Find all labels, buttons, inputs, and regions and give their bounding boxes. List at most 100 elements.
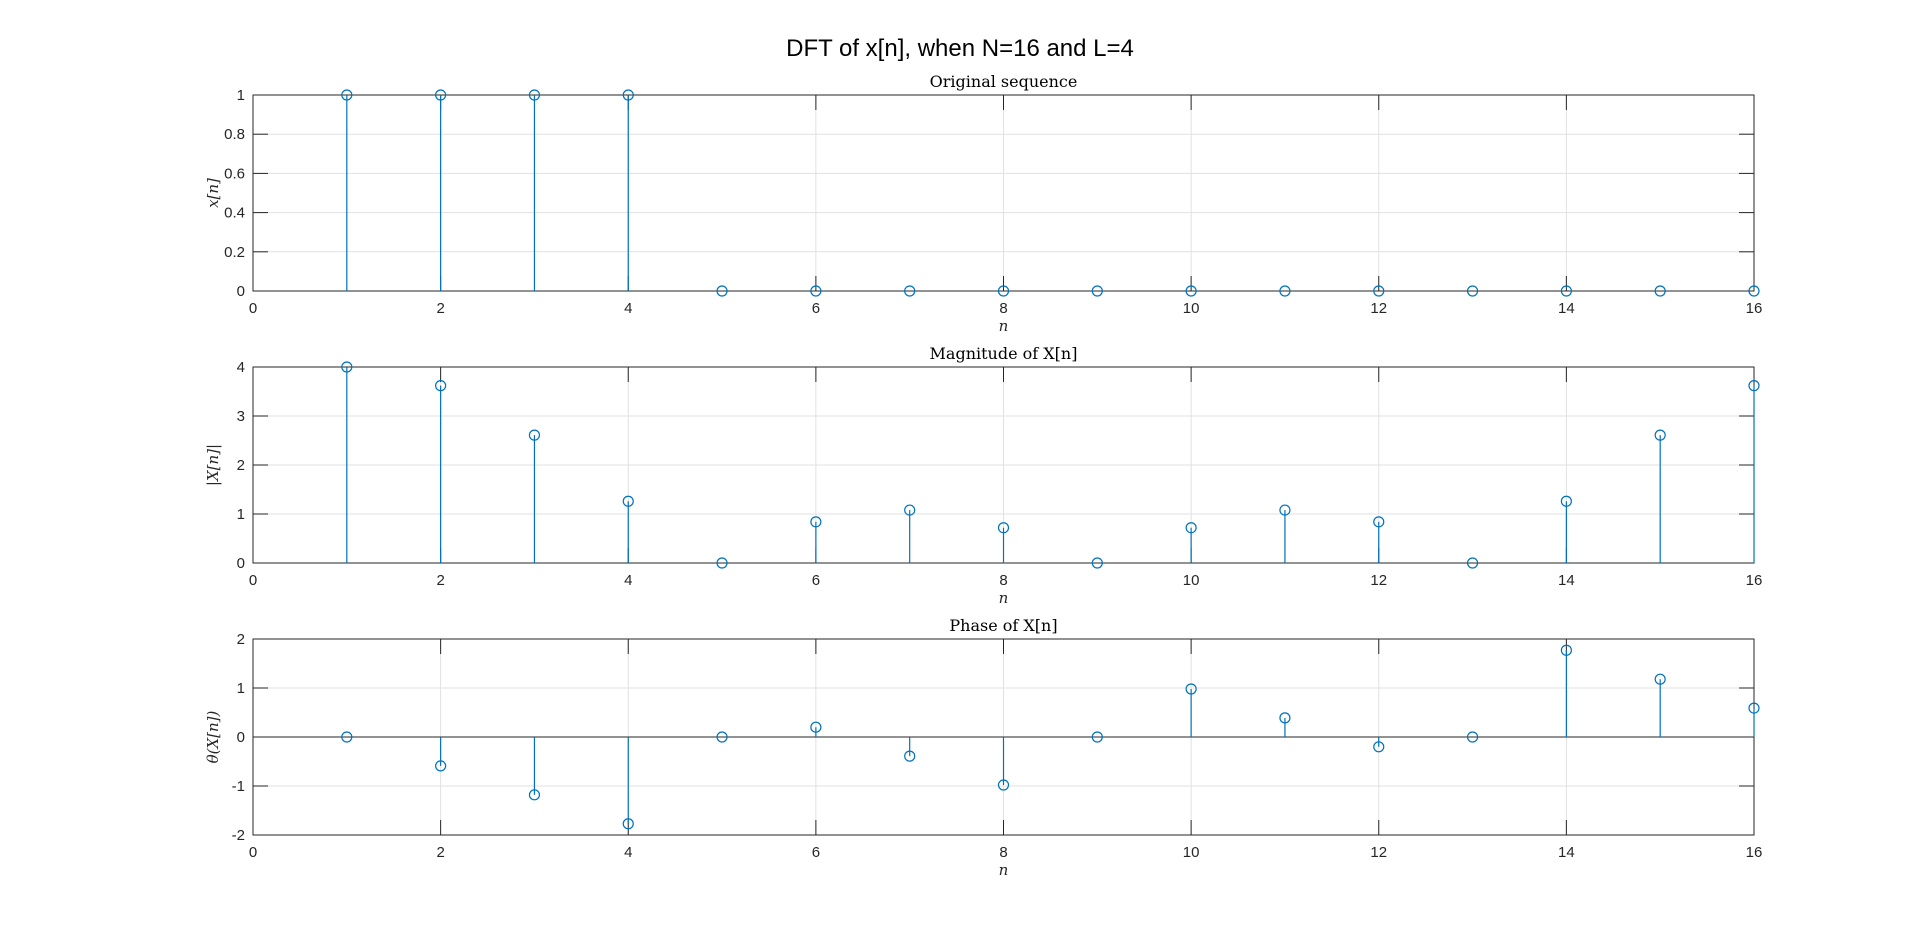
original-stem-marker — [997, 285, 1010, 297]
magnitude-y-tick-label: 1 — [237, 506, 245, 523]
phase-stem-marker — [810, 721, 822, 733]
phase-stem-marker — [622, 818, 634, 830]
original-stem-marker — [810, 285, 822, 297]
magnitude-y-axis-label: |X[n]| — [204, 444, 222, 486]
original-stem-marker — [435, 89, 447, 101]
original-x-axis-label: n — [999, 317, 1009, 335]
magnitude-x-tick-label: 6 — [812, 572, 820, 589]
original-x-tick-label: 10 — [1183, 300, 1200, 317]
magnitude-stem-marker — [622, 495, 634, 507]
magnitude-x-tick-label: 2 — [436, 572, 444, 589]
phase-stem-marker — [1560, 644, 1572, 656]
original-stem-marker — [1654, 285, 1666, 297]
phase-x-tick-label: 6 — [812, 844, 820, 861]
magnitude-y-tick-label: 2 — [237, 457, 245, 474]
magnitude-stem-marker — [997, 522, 1010, 534]
phase-y-tick-label: 1 — [237, 680, 245, 697]
magnitude-x-tick-label: 14 — [1558, 572, 1575, 589]
original-stem-marker — [716, 285, 728, 297]
phase-x-tick-label: 14 — [1558, 844, 1575, 861]
phase-x-tick-label: 8 — [999, 844, 1007, 861]
original-y-axis-label: x[n] — [204, 178, 222, 208]
magnitude-stem-marker — [1373, 516, 1385, 528]
phase-x-tick-label: 16 — [1746, 844, 1763, 861]
magnitude-y-tick-label: 3 — [237, 408, 245, 425]
phase-stem-marker — [904, 750, 916, 762]
magnitude-stem-marker — [435, 380, 447, 392]
phase-x-tick-label: 2 — [436, 844, 444, 861]
phase-stem-marker — [1654, 673, 1666, 685]
original-stem-marker — [904, 285, 916, 297]
phase-x-tick-label: 4 — [624, 844, 632, 861]
magnitude-stem-marker — [1560, 495, 1572, 507]
magnitude-y-tick-label: 0 — [237, 555, 245, 572]
original-y-tick-label: 0.6 — [224, 165, 245, 182]
phase-x-axis-label: n — [999, 861, 1009, 879]
original-x-tick-label: 14 — [1558, 300, 1575, 317]
original-stem-marker — [528, 89, 541, 101]
phase-stem-marker — [341, 731, 353, 743]
original-x-tick-label: 12 — [1370, 300, 1387, 317]
phase-stem-marker — [716, 731, 728, 743]
magnitude-stem-marker — [1279, 504, 1291, 516]
original-y-tick-label: 0.2 — [224, 244, 245, 261]
original-y-tick-label: 1 — [237, 87, 245, 104]
magnitude-x-tick-label: 0 — [249, 572, 257, 589]
magnitude-stem-marker — [904, 504, 916, 516]
magnitude-x-tick-label: 10 — [1183, 572, 1200, 589]
magnitude-x-tick-label: 4 — [624, 572, 632, 589]
magnitude-stem-marker — [1185, 522, 1197, 534]
original-stem-marker — [622, 89, 634, 101]
magnitude-x-tick-label: 16 — [1746, 572, 1763, 589]
phase-stem-marker — [997, 779, 1010, 791]
phase-y-axis-label: θ(X[n]) — [204, 710, 222, 763]
original-stem-marker — [1373, 285, 1385, 297]
magnitude-stem-marker — [1654, 429, 1666, 441]
phase-stem-marker — [528, 789, 541, 801]
phase-stem-marker — [1373, 741, 1385, 753]
phase-x-tick-label: 0 — [249, 844, 257, 861]
original-stem-marker — [341, 89, 353, 101]
magnitude-stem-marker — [528, 429, 541, 441]
magnitude-plot-title: Magnitude of X[n] — [930, 344, 1078, 363]
phase-y-tick-label: 2 — [237, 631, 245, 648]
phase-stem-marker — [1091, 731, 1103, 743]
original-x-tick-label: 2 — [436, 300, 444, 317]
original-x-tick-label: 6 — [812, 300, 820, 317]
original-sequence-plot: 0 2 4 6 8 10 12 14 16 0 0.2 0.4 0.6 0.8 1 Original sequ… — [204, 72, 1762, 335]
phase-stem-marker — [435, 760, 447, 772]
phase-stem-marker — [1466, 731, 1479, 743]
phase-stem-marker — [1748, 702, 1760, 714]
original-stem-marker — [1560, 285, 1572, 297]
magnitude-stem-marker — [810, 516, 822, 528]
magnitude-stem-marker — [1466, 557, 1479, 569]
original-stem-marker — [1185, 285, 1197, 297]
magnitude-y-tick-label: 4 — [237, 359, 245, 376]
original-stem-marker — [1466, 285, 1479, 297]
original-x-tick-label: 8 — [999, 300, 1007, 317]
magnitude-x-axis-label: n — [999, 589, 1009, 607]
original-plot-title: Original sequence — [930, 72, 1078, 91]
original-x-tick-label: 0 — [249, 300, 257, 317]
magnitude-x-tick-label: 8 — [999, 572, 1007, 589]
magnitude-x-tick-label: 12 — [1370, 572, 1387, 589]
phase-stem-marker — [1185, 683, 1197, 695]
phase-y-tick-label: -2 — [232, 827, 245, 844]
original-stem-marker — [1748, 285, 1760, 297]
phase-plot-title: Phase of X[n] — [949, 616, 1057, 635]
original-y-tick-label: 0.8 — [224, 126, 245, 143]
phase-y-tick-label: 0 — [237, 729, 245, 746]
original-y-tick-label: 0.4 — [224, 205, 245, 222]
original-x-tick-label: 4 — [624, 300, 632, 317]
original-x-tick-label: 16 — [1746, 300, 1763, 317]
magnitude-stem-marker — [341, 361, 353, 373]
phase-x-tick-label: 10 — [1183, 844, 1200, 861]
figure-title: DFT of x[n], when N=16 and L=4 — [786, 35, 1134, 62]
original-y-tick-label: 0 — [237, 283, 245, 300]
phase-y-tick-label: -1 — [232, 778, 245, 795]
original-stem-marker — [1091, 285, 1103, 297]
magnitude-stem-marker — [716, 557, 728, 569]
